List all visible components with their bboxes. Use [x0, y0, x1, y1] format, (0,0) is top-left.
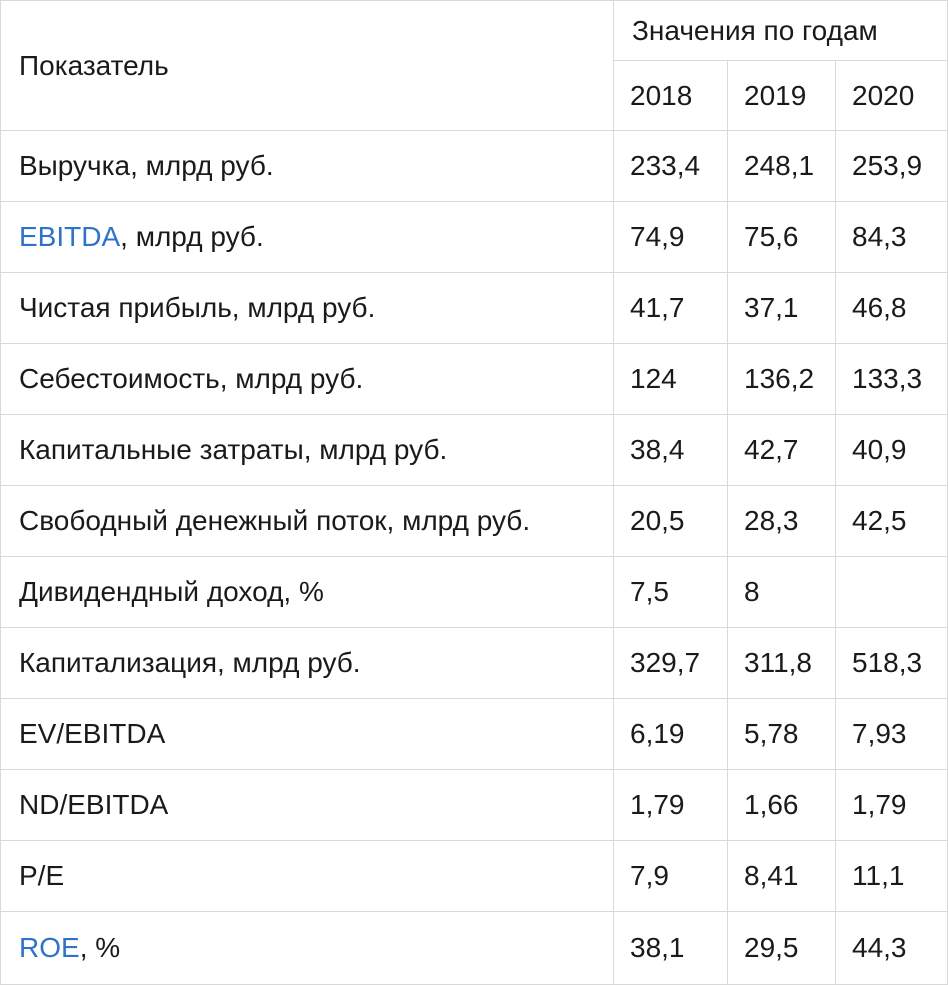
cell-2020: 1,79 — [834, 769, 948, 841]
cell-2020: 42,5 — [834, 485, 948, 557]
cell-2019: 311,8 — [727, 627, 836, 699]
cell-2019: 8 — [727, 556, 836, 628]
header-row-group: Показатель Значения по годам — [0, 0, 948, 131]
row-label-text: Капитализация, млрд руб. — [19, 647, 361, 678]
cell-2018: 38,1 — [613, 911, 728, 985]
row-label: Выручка, млрд руб. — [0, 130, 614, 202]
cell-2019: 28,3 — [727, 485, 836, 557]
cell-2019: 5,78 — [727, 698, 836, 770]
row-label-text: Дивидендный доход, % — [19, 576, 324, 607]
cell-2019: 248,1 — [727, 130, 836, 202]
cell-2020: 44,3 — [834, 911, 948, 985]
cell-2018: 124 — [613, 343, 728, 415]
cell-2019: 29,5 — [727, 911, 836, 985]
table-row: ROE, % 38,1 29,5 44,3 — [0, 911, 948, 985]
cell-2018: 1,79 — [613, 769, 728, 841]
table-row: Себестоимость, млрд руб. 124 136,2 133,3 — [0, 343, 948, 415]
cell-2019: 136,2 — [727, 343, 836, 415]
row-label-text: P/E — [19, 860, 65, 891]
year-header-2020: 2020 — [834, 60, 948, 131]
table-row: ND/EBITDA 1,79 1,66 1,79 — [0, 769, 948, 841]
row-label: Дивидендный доход, % — [0, 556, 614, 628]
table-row: EBITDA, млрд руб. 74,9 75,6 84,3 — [0, 201, 948, 273]
table-row: Капитальные затраты, млрд руб. 38,4 42,7… — [0, 414, 948, 486]
table-row: Чистая прибыль, млрд руб. 41,7 37,1 46,8 — [0, 272, 948, 344]
table-row: Дивидендный доход, % 7,5 8 — [0, 556, 948, 628]
row-label: Капитализация, млрд руб. — [0, 627, 614, 699]
cell-2019: 75,6 — [727, 201, 836, 273]
cell-2018: 329,7 — [613, 627, 728, 699]
row-label-text: Капитальные затраты, млрд руб. — [19, 434, 448, 465]
row-label-text: , % — [79, 932, 121, 963]
cell-2018: 74,9 — [613, 201, 728, 273]
cell-2020: 7,93 — [834, 698, 948, 770]
row-label: Свободный денежный поток, млрд руб. — [0, 485, 614, 557]
row-label-text: , млрд руб. — [120, 221, 264, 252]
cell-2019: 37,1 — [727, 272, 836, 344]
table-row: Свободный денежный поток, млрд руб. 20,5… — [0, 485, 948, 557]
cell-2018: 7,5 — [613, 556, 728, 628]
cell-2019: 8,41 — [727, 840, 836, 912]
row-label: Себестоимость, млрд руб. — [0, 343, 614, 415]
cell-2018: 20,5 — [613, 485, 728, 557]
cell-2020 — [834, 556, 948, 628]
cell-2020: 84,3 — [834, 201, 948, 273]
year-header-2018: 2018 — [613, 60, 728, 131]
cell-2018: 38,4 — [613, 414, 728, 486]
cell-2018: 41,7 — [613, 272, 728, 344]
row-label: EBITDA, млрд руб. — [0, 201, 614, 273]
cell-2019: 42,7 — [727, 414, 836, 486]
row-label-text: ND/EBITDA — [19, 789, 169, 820]
row-label-text: Свободный денежный поток, млрд руб. — [19, 505, 531, 536]
cell-2019: 1,66 — [727, 769, 836, 841]
cell-2018: 233,4 — [613, 130, 728, 202]
year-header-2019: 2019 — [727, 60, 836, 131]
row-label: ND/EBITDA — [0, 769, 614, 841]
row-label: P/E — [0, 840, 614, 912]
row-label: Чистая прибыль, млрд руб. — [0, 272, 614, 344]
indicator-column-header: Показатель — [0, 0, 614, 131]
table-row: EV/EBITDA 6,19 5,78 7,93 — [0, 698, 948, 770]
table-row: P/E 7,9 8,41 11,1 — [0, 840, 948, 912]
table-row: Капитализация, млрд руб. 329,7 311,8 518… — [0, 627, 948, 699]
cell-2020: 40,9 — [834, 414, 948, 486]
cell-2020: 11,1 — [834, 840, 948, 912]
row-label: Капитальные затраты, млрд руб. — [0, 414, 614, 486]
cell-2020: 46,8 — [834, 272, 948, 344]
years-group-header: Значения по годам — [612, 0, 948, 61]
ebitda-link[interactable]: EBITDA — [19, 221, 121, 252]
cell-2020: 253,9 — [834, 130, 948, 202]
header-row-years: 2018 2019 2020 — [1, 60, 948, 131]
cell-2020: 133,3 — [834, 343, 948, 415]
row-label-text: Чистая прибыль, млрд руб. — [19, 292, 376, 323]
cell-2018: 7,9 — [613, 840, 728, 912]
row-label: EV/EBITDA — [0, 698, 614, 770]
row-label: ROE, % — [0, 911, 614, 985]
row-label-text: Себестоимость, млрд руб. — [19, 363, 364, 394]
table-row: Выручка, млрд руб. 233,4 248,1 253,9 — [0, 130, 948, 202]
row-label-text: Выручка, млрд руб. — [19, 150, 274, 181]
roe-link[interactable]: ROE — [19, 932, 80, 963]
row-label-text: EV/EBITDA — [19, 718, 166, 749]
cell-2018: 6,19 — [613, 698, 728, 770]
cell-2020: 518,3 — [834, 627, 948, 699]
